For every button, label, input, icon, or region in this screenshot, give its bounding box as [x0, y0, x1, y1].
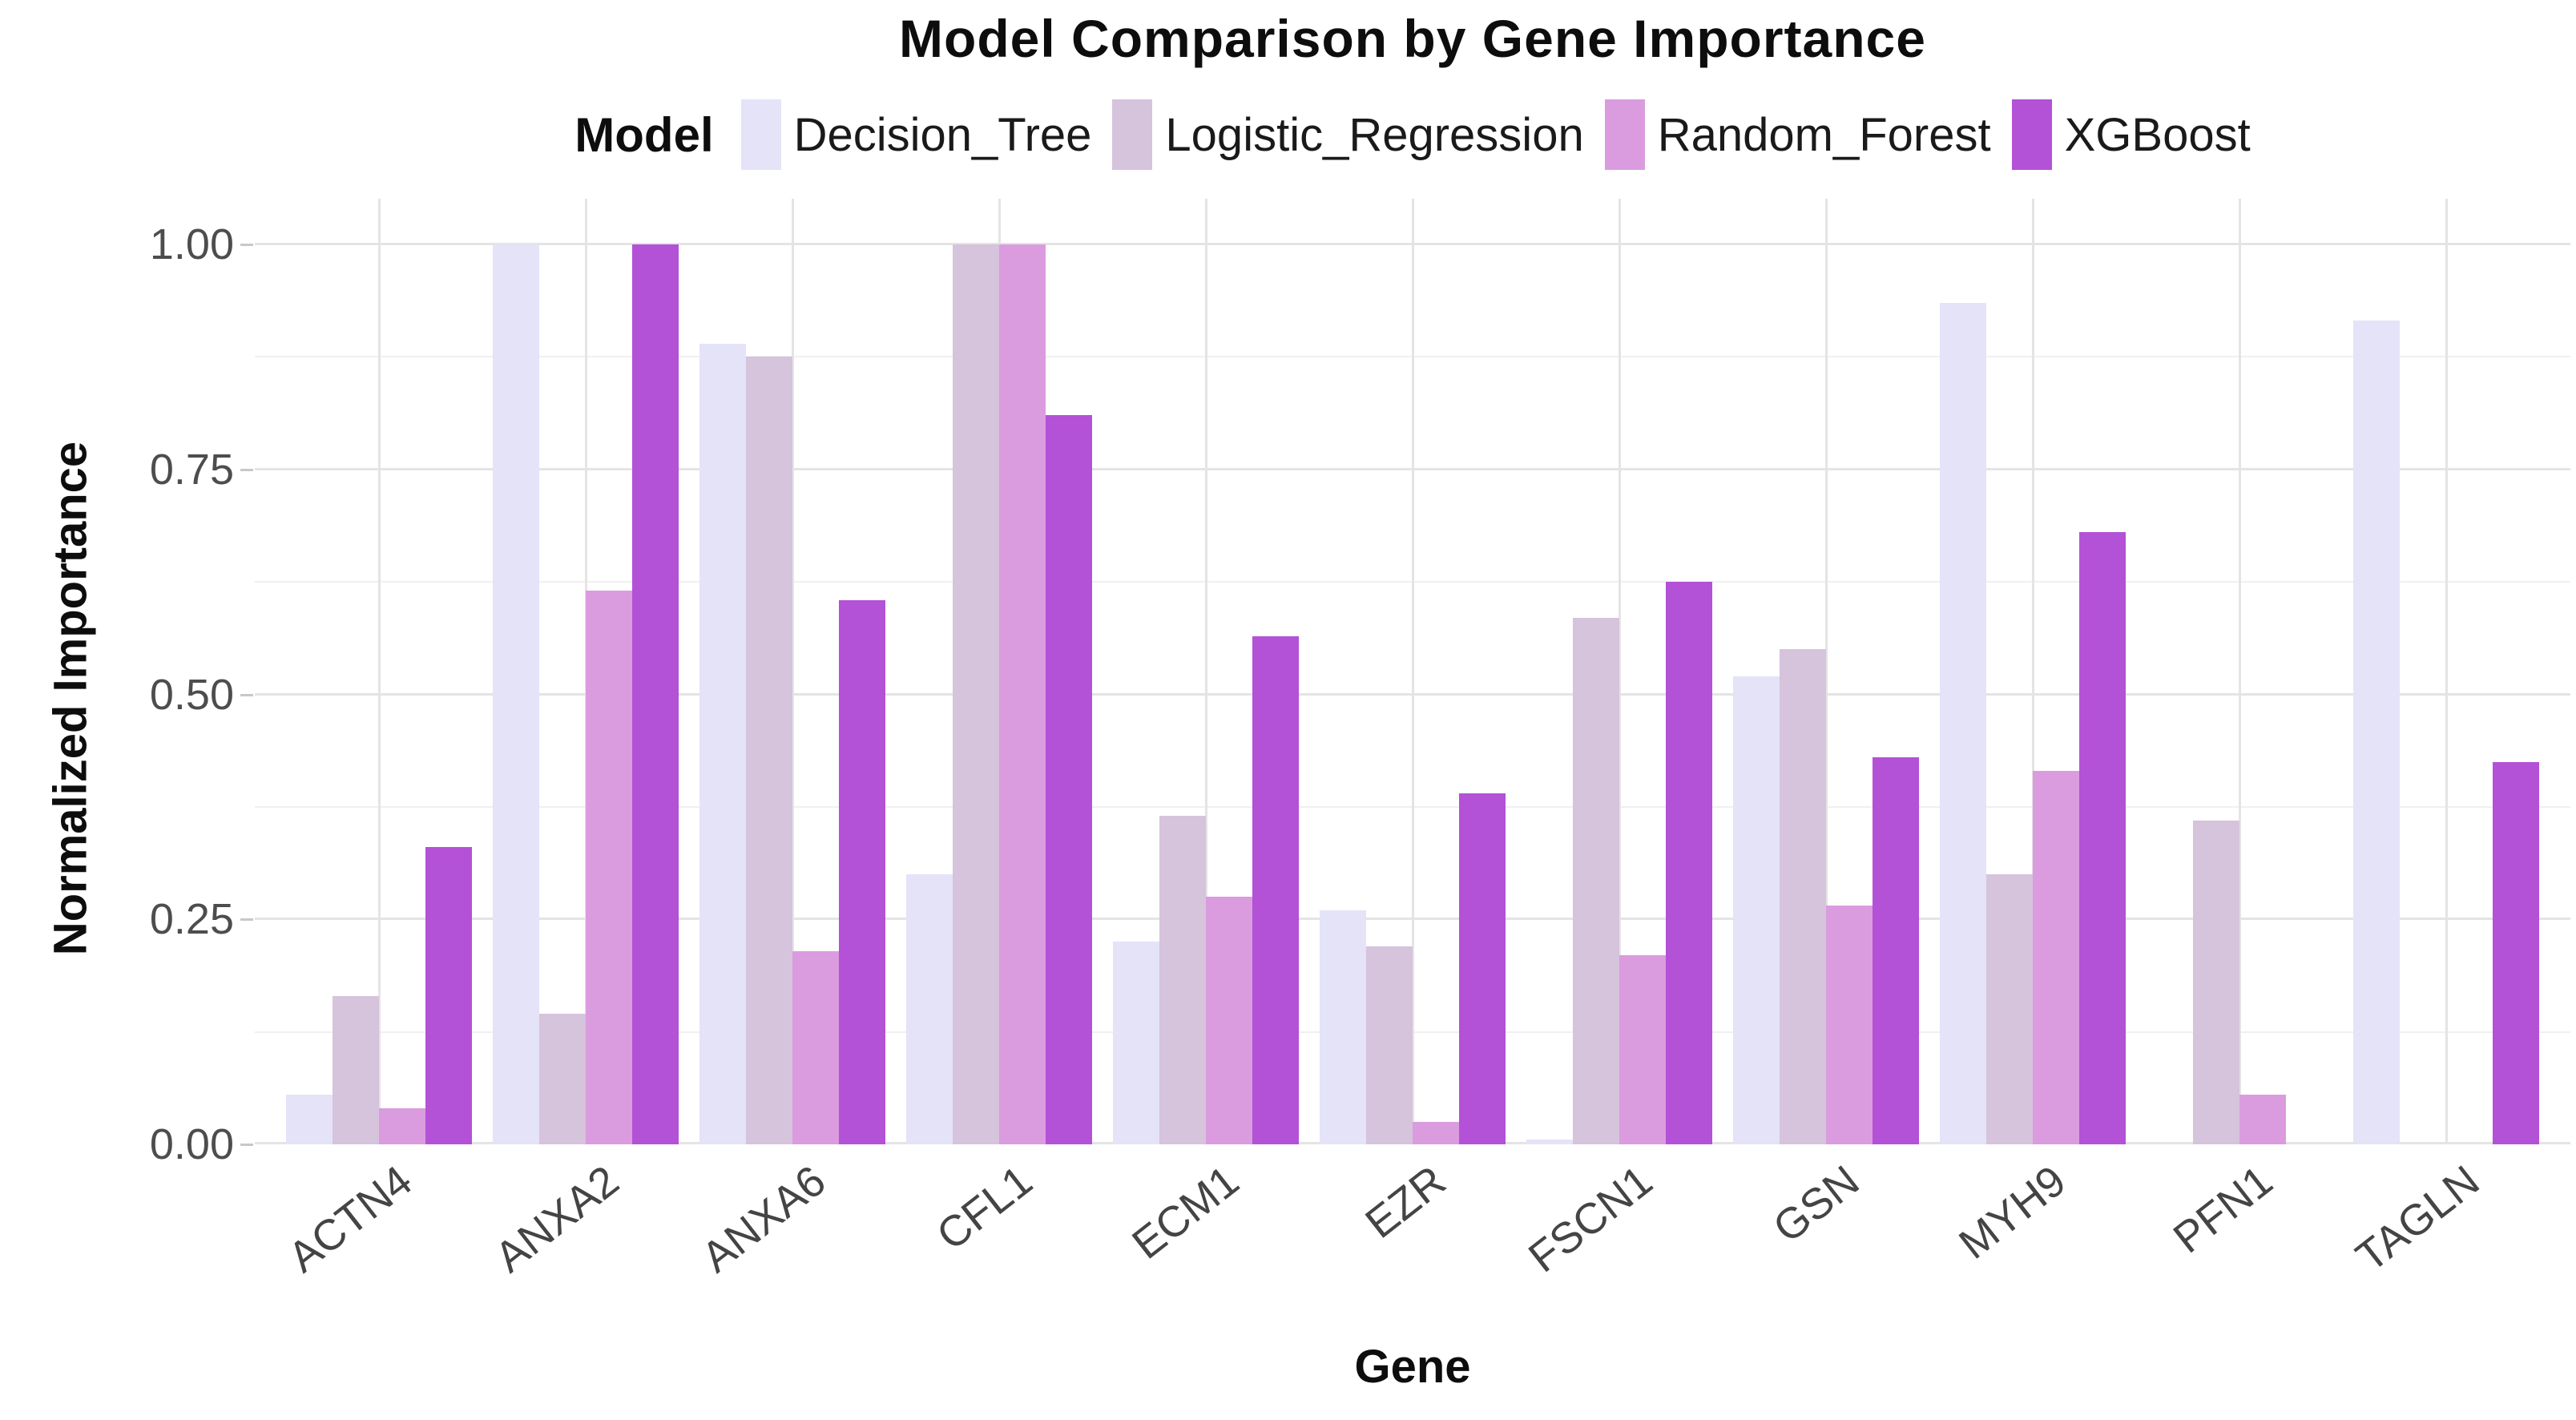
- x-tick-label: MYH9: [1950, 1156, 2075, 1269]
- bar: [1365, 946, 1413, 1144]
- bar: [1986, 874, 2034, 1144]
- y-tick-label: 1.00: [149, 220, 234, 268]
- x-tick-label: EZR: [1357, 1156, 1455, 1248]
- legend-swatch: [1604, 99, 1645, 170]
- bar: [2493, 761, 2540, 1144]
- bar: [1939, 303, 1987, 1144]
- bar: [2033, 770, 2080, 1144]
- y-tick-mark: [240, 693, 253, 696]
- gridline-vertical: [791, 199, 794, 1144]
- legend-title: Model: [574, 107, 714, 162]
- x-tick-label: CFL1: [928, 1156, 1042, 1260]
- plot-panel: [255, 199, 2570, 1144]
- bar: [1252, 635, 1300, 1144]
- bar: [1459, 793, 1506, 1144]
- legend-label: XGBoost: [2064, 108, 2251, 161]
- bar: [952, 244, 999, 1144]
- bar: [1319, 910, 1366, 1144]
- legend-item: XGBoost: [2011, 99, 2251, 170]
- bar: [2353, 321, 2401, 1144]
- bar: [1045, 415, 1093, 1144]
- bar: [905, 874, 953, 1144]
- x-axis-title: Gene: [1354, 1341, 1471, 1393]
- x-tick-label: FSCN1: [1519, 1156, 1662, 1282]
- gridline-vertical: [1825, 199, 1828, 1144]
- legend-item: Decision_Tree: [740, 99, 1092, 170]
- bar: [1205, 897, 1252, 1144]
- bar: [1780, 649, 1827, 1144]
- bar: [425, 847, 472, 1144]
- bar: [332, 995, 379, 1144]
- y-tick-label: 0.00: [149, 1120, 234, 1168]
- legend-swatch: [2011, 99, 2052, 170]
- x-tick-label: ANXA2: [486, 1156, 628, 1282]
- legend-swatch: [740, 99, 781, 170]
- bar: [538, 1014, 586, 1144]
- y-tick-mark: [240, 468, 253, 471]
- gridline-vertical: [2445, 199, 2449, 1144]
- bar: [1572, 618, 1620, 1144]
- legend: Model Decision_Tree Logistic_Regression Ra…: [255, 95, 2570, 175]
- bar: [2079, 532, 2127, 1144]
- x-tick-label: ANXA6: [692, 1156, 835, 1282]
- y-tick-label: 0.50: [149, 670, 234, 719]
- y-tick-label: 0.25: [149, 895, 234, 944]
- bar: [1666, 582, 1713, 1144]
- legend-swatch: [1112, 99, 1153, 170]
- bar: [1873, 757, 1920, 1144]
- gridline-vertical: [377, 199, 381, 1144]
- bar: [998, 244, 1046, 1144]
- bar: [2193, 820, 2240, 1144]
- x-tick-label: TAGLN: [2347, 1156, 2489, 1281]
- x-tick-label: GSN: [1764, 1156, 1869, 1253]
- legend-label: Logistic_Regression: [1165, 108, 1584, 161]
- gridline-vertical: [1619, 199, 1622, 1144]
- chart-title: Model Comparison by Gene Importance: [899, 9, 1926, 68]
- y-tick-mark: [240, 244, 253, 246]
- bar: [1159, 816, 1206, 1144]
- bar: [1732, 676, 1780, 1144]
- bar: [1619, 955, 1667, 1144]
- legend-item: Random_Forest: [1604, 99, 1991, 170]
- gridline-vertical: [2032, 199, 2035, 1144]
- bar: [631, 244, 679, 1144]
- bar: [492, 244, 539, 1144]
- bar: [1526, 1140, 1573, 1144]
- bar: [378, 1108, 425, 1144]
- bar: [792, 950, 839, 1144]
- bar: [2239, 1095, 2287, 1144]
- bar: [285, 1095, 333, 1144]
- legend-label: Decision_Tree: [793, 108, 1092, 161]
- x-tick-label: ACTN4: [279, 1156, 421, 1282]
- bar: [1413, 1121, 1460, 1144]
- gridline-vertical: [2239, 199, 2242, 1144]
- bar: [745, 357, 792, 1144]
- y-tick-label: 0.75: [149, 445, 234, 494]
- gridline-vertical: [1412, 199, 1414, 1144]
- bar: [585, 591, 632, 1144]
- legend-label: Random_Forest: [1657, 108, 1991, 161]
- y-tick-mark: [240, 918, 253, 922]
- bar: [1112, 942, 1159, 1144]
- bar: [1826, 906, 1873, 1144]
- x-tick-label: PFN1: [2164, 1156, 2282, 1263]
- legend-item: Logistic_Regression: [1112, 99, 1584, 170]
- x-tick-label: ECM1: [1123, 1156, 1248, 1269]
- bar: [838, 599, 885, 1144]
- gridline-vertical: [1204, 199, 1207, 1144]
- bar: [699, 343, 746, 1144]
- y-tick-mark: [240, 1144, 253, 1146]
